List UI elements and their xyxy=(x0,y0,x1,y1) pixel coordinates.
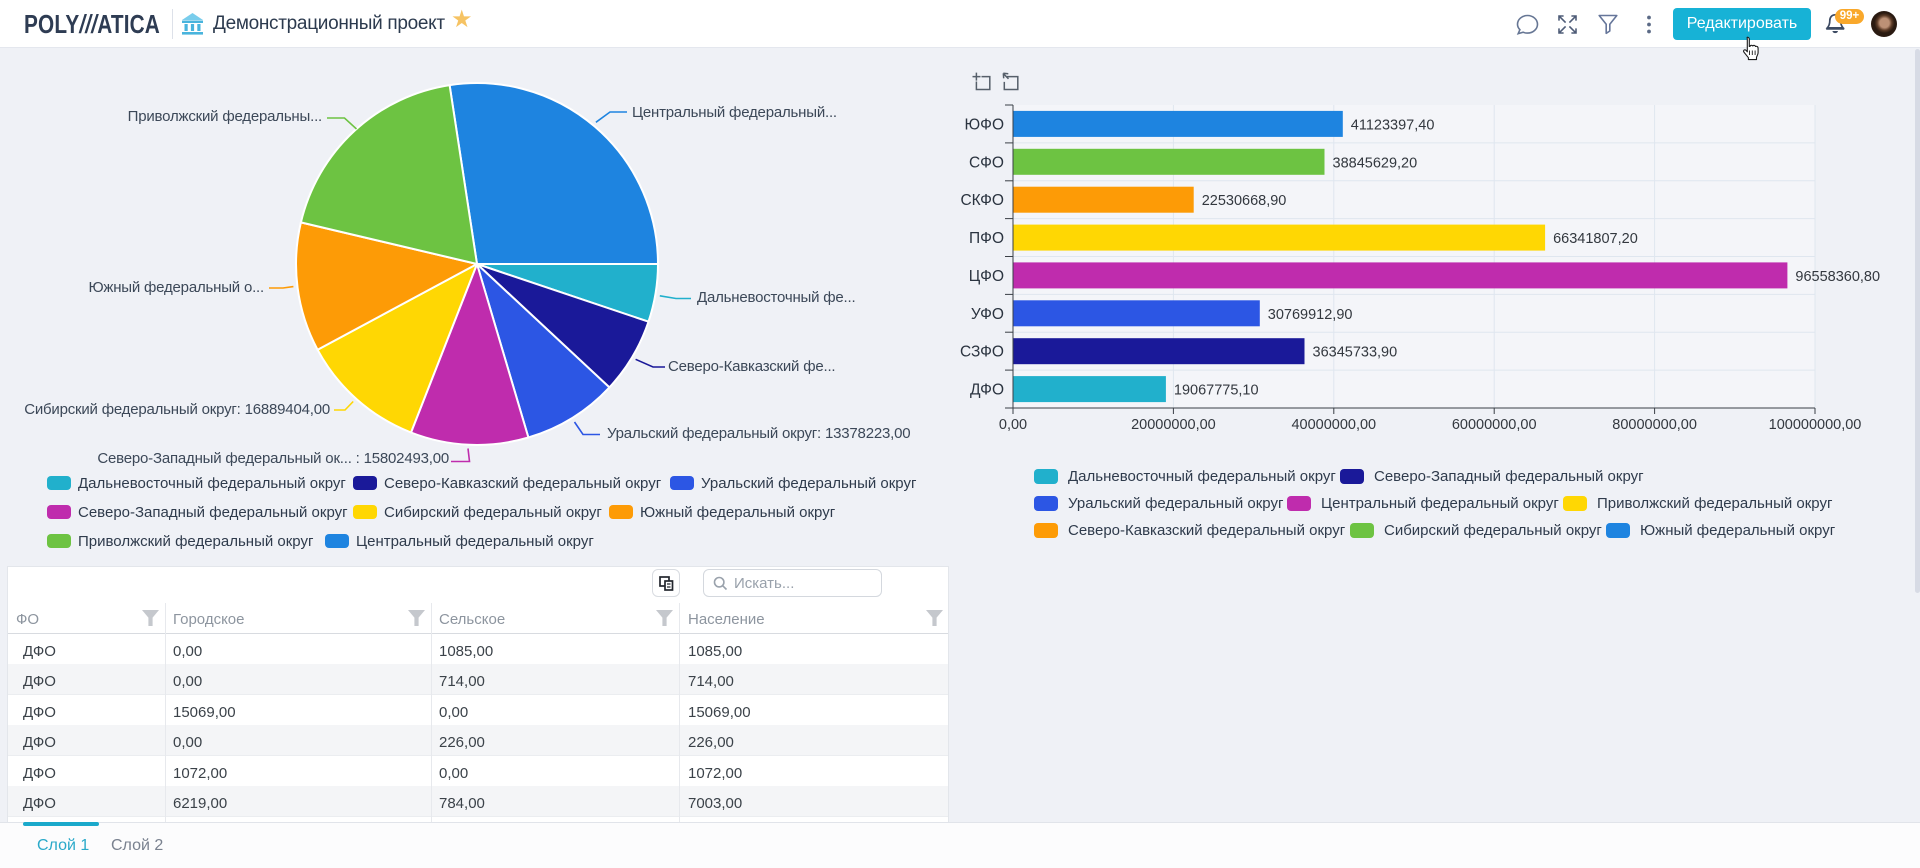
svg-text:20000000,00: 20000000,00 xyxy=(1131,417,1216,433)
svg-text:0,00: 0,00 xyxy=(999,417,1027,433)
svg-text:100000000,00: 100000000,00 xyxy=(1769,417,1862,433)
svg-text:УФО: УФО xyxy=(971,306,1004,323)
svg-text:96558360,80: 96558360,80 xyxy=(1795,269,1880,285)
svg-text:ЮФО: ЮФО xyxy=(965,116,1005,133)
svg-text:ДФО: ДФО xyxy=(970,382,1004,399)
svg-text:ЦФО: ЦФО xyxy=(969,268,1004,285)
svg-text:СФО: СФО xyxy=(969,154,1004,171)
svg-text:36345733,90: 36345733,90 xyxy=(1313,345,1398,361)
svg-text:41123397,40: 41123397,40 xyxy=(1351,117,1435,133)
svg-text:60000000,00: 60000000,00 xyxy=(1452,417,1537,433)
svg-text:22530668,90: 22530668,90 xyxy=(1202,193,1287,209)
svg-text:ПФО: ПФО xyxy=(969,230,1004,247)
svg-text:СЗФО: СЗФО xyxy=(960,344,1004,361)
svg-text:19067775,10: 19067775,10 xyxy=(1174,383,1259,399)
svg-text:40000000,00: 40000000,00 xyxy=(1291,417,1376,433)
svg-text:СКФО: СКФО xyxy=(960,192,1004,209)
svg-text:66341807,20: 66341807,20 xyxy=(1553,231,1638,247)
svg-text:80000000,00: 80000000,00 xyxy=(1612,417,1697,433)
svg-text:30769912,90: 30769912,90 xyxy=(1268,307,1353,323)
svg-text:38845629,20: 38845629,20 xyxy=(1333,155,1418,171)
